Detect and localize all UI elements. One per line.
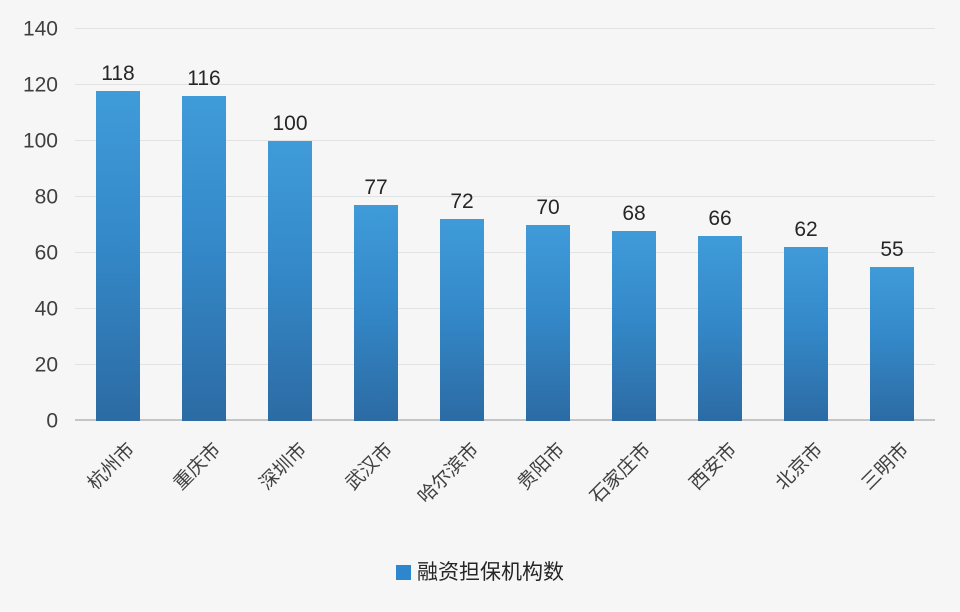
x-axis-label: 杭州市: [83, 439, 140, 495]
bar: [612, 230, 656, 421]
bar-column-6: 70: [505, 29, 591, 421]
x-axis-label: 武汉市: [341, 439, 398, 495]
bar-value-label: 118: [101, 61, 135, 85]
bar-column-1: 118: [75, 29, 161, 421]
x-axis-label: 贵阳市: [513, 439, 570, 495]
x-axis-label: 哈尔滨市: [414, 439, 484, 508]
bar: [96, 90, 140, 421]
bar-value-label: 62: [794, 218, 818, 242]
bar: [354, 205, 398, 421]
y-tick-label-80: 80: [34, 185, 58, 209]
y-tick-label-60: 60: [34, 241, 58, 265]
y-tick-label-120: 120: [22, 73, 58, 97]
x-axis-label: 北京市: [771, 439, 828, 495]
legend: 融资担保机构数: [0, 556, 960, 586]
bar-value-label: 72: [450, 190, 474, 214]
gridline-80: [75, 196, 935, 197]
bar-value-label: 68: [622, 201, 646, 225]
bar-column-10: 55: [849, 29, 935, 421]
x-axis-label: 重庆市: [169, 439, 226, 495]
y-tick-label-100: 100: [22, 129, 58, 153]
gridline-100: [75, 140, 935, 141]
bar-value-label: 66: [708, 207, 732, 231]
bar-column-8: 66: [677, 29, 763, 421]
bar-column-5: 72: [419, 29, 505, 421]
y-tick-label-40: 40: [34, 297, 58, 321]
bar: [440, 219, 484, 421]
bar: [526, 225, 570, 421]
gridline-120: [75, 84, 935, 85]
y-axis: 0 20 40 60 80 100 120 140: [0, 19, 58, 432]
gridline-140: [75, 28, 935, 29]
x-axis-label: 深圳市: [255, 439, 312, 495]
bar-column-4: 77: [333, 29, 419, 421]
x-axis-label: 三明市: [857, 439, 914, 495]
bar-value-label: 116: [187, 67, 221, 91]
bar-column-9: 62: [763, 29, 849, 421]
bar-value-label: 77: [364, 176, 388, 200]
gridline-40: [75, 308, 935, 309]
bar-value-label: 100: [272, 112, 308, 135]
bar-value-label: 70: [536, 196, 560, 219]
y-tick-label-20: 20: [34, 353, 58, 377]
bar: [698, 236, 742, 421]
x-axis-label: 西安市: [685, 439, 742, 495]
legend-marker-icon: [396, 564, 411, 580]
bar: [268, 141, 312, 421]
gridline-0: [75, 419, 935, 421]
gridline-60: [75, 252, 935, 253]
bar: [870, 267, 914, 421]
bars: 118 116 100 77 72 70 68 66 62 55: [75, 29, 935, 421]
x-axis-label: 石家庄市: [586, 439, 656, 508]
bar-column-3: 100: [247, 29, 333, 421]
bar-value-label: 55: [880, 238, 904, 261]
bar: [182, 96, 226, 421]
bar-column-7: 68: [591, 29, 677, 421]
bar-column-2: 116: [161, 29, 247, 421]
gridline-20: [75, 364, 935, 365]
y-tick-label-140: 140: [22, 17, 58, 41]
plot-area: 118 116 100 77 72 70 68 66 62 55: [75, 28, 935, 421]
y-tick-label-0: 0: [46, 409, 58, 433]
x-axis: 杭州市 重庆市 深圳市 武汉市 哈尔滨市 贵阳市 石家庄市 西安市 北京市 三明市: [75, 421, 935, 541]
bar: [784, 247, 828, 421]
legend-label: 融资担保机构数: [417, 561, 564, 584]
